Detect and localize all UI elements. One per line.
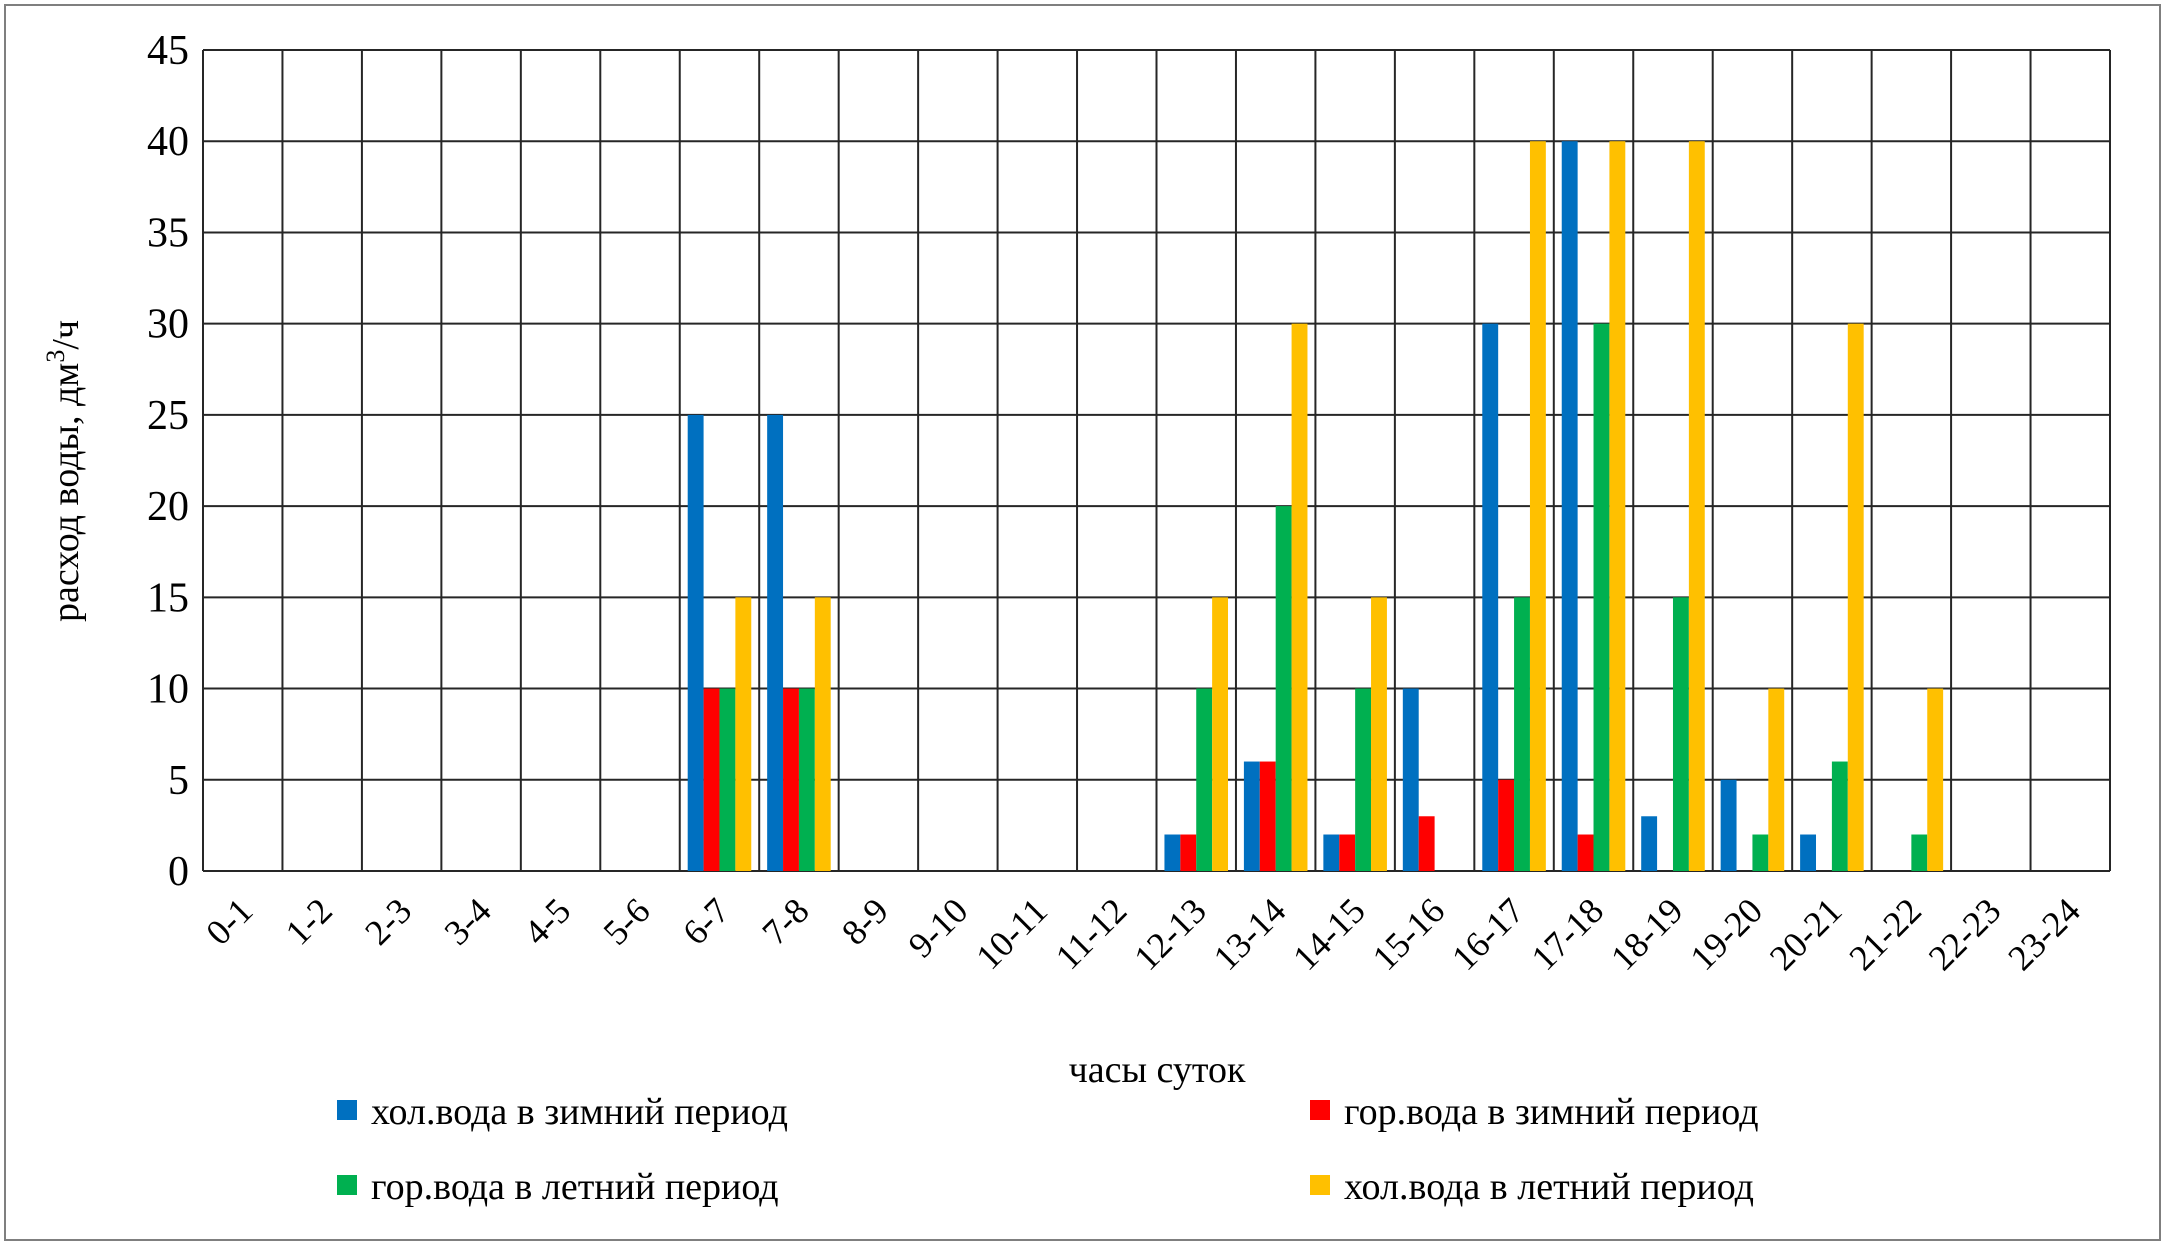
bar-s0-15-16 (1402, 688, 1419, 871)
bar-s1-7-8 (783, 688, 799, 871)
x-tick-label: 11-12 (1048, 890, 1135, 977)
bar-s2-6-7 (719, 688, 736, 871)
grid (202, 49, 2111, 872)
x-tick-label: 1-2 (278, 890, 340, 952)
legend: хол.вода в зимний период гор.вода в зимни… (337, 1091, 1759, 1208)
bar-s2-17-18 (1593, 323, 1610, 872)
bar-s3-12-13 (1212, 597, 1229, 871)
legend-label: гор.вода в зимний период (1344, 1091, 1759, 1133)
y-tick-label: 35 (147, 210, 189, 256)
x-tick-label: 14-15 (1285, 890, 1373, 978)
bar-s1-6-7 (703, 688, 720, 871)
bar-s2-7-8 (798, 688, 815, 871)
bar-s1-15-16 (1418, 816, 1435, 871)
y-tick-label: 5 (168, 758, 189, 804)
x-tick-labels: 0-1 1-2 2-3 3-4 4-5 5-6 6-7 7-8 8-9 9-1010-1111-1… (198, 890, 2088, 978)
x-tick-label: 21-22 (1841, 890, 1929, 978)
x-tick-label: 16-17 (1444, 890, 1532, 978)
bar-s3-14-15 (1371, 597, 1387, 871)
bar-s0-13-14 (1243, 761, 1260, 871)
legend-label: хол.вода в зимний период (371, 1091, 788, 1133)
bars (687, 141, 1944, 872)
x-tick-label: 19-20 (1682, 890, 1770, 978)
x-tick-label: 17-18 (1523, 890, 1611, 978)
bar-s3-13-14 (1291, 323, 1308, 872)
y-tick-label: 25 (147, 393, 189, 439)
bar-s1-17-18 (1577, 834, 1594, 871)
x-tick-label: 4-5 (516, 890, 578, 952)
bar-s0-20-21 (1800, 834, 1817, 871)
bar-s1-14-15 (1339, 834, 1356, 871)
bar-s0-14-15 (1323, 834, 1340, 871)
bar-s0-16-17 (1482, 323, 1499, 872)
bar-s0-7-8 (767, 414, 784, 871)
y-tick-label: 45 (147, 28, 189, 74)
x-tick-label: 20-21 (1762, 890, 1850, 978)
bar-s3-7-8 (814, 597, 831, 871)
bar-s3-21-22 (1927, 688, 1944, 871)
x-tick-label: 9-10 (901, 890, 976, 965)
bar-s0-17-18 (1561, 141, 1578, 871)
y-tick-label: 30 (147, 302, 189, 348)
bar-s2-13-14 (1275, 506, 1292, 871)
y-tick-label: 10 (147, 667, 189, 713)
bar-s2-16-17 (1514, 597, 1530, 871)
bar-s1-12-13 (1180, 834, 1197, 871)
x-tick-label: 2-3 (357, 890, 419, 952)
x-tick-label: 13-14 (1206, 890, 1294, 978)
x-tick-label: 8-9 (834, 890, 896, 952)
bar-s3-18-19 (1688, 141, 1705, 871)
y-axis-title-main: расход воды, дм (45, 363, 87, 622)
bar-s2-19-20 (1752, 834, 1769, 871)
y-tick-labels: 0 5 10 15 20 25 30 35 40 45 (147, 28, 189, 895)
chart-frame (4, 4, 2161, 1241)
legend-label: хол.вода в летний период (1344, 1166, 1754, 1208)
bar-s2-14-15 (1355, 688, 1372, 871)
x-tick-label: 12-13 (1126, 890, 1214, 978)
bar-s2-12-13 (1196, 688, 1213, 871)
y-tick-label: 20 (147, 484, 189, 530)
bar-s0-18-19 (1641, 816, 1658, 871)
y-tick-label: 40 (147, 119, 189, 165)
x-tick-label: 10-11 (968, 890, 1055, 977)
x-tick-label: 7-8 (754, 890, 816, 952)
x-tick-label: 3-4 (437, 890, 499, 952)
bar-s3-16-17 (1529, 141, 1546, 871)
y-tick-label: 0 (168, 849, 189, 895)
bar-s3-6-7 (735, 597, 752, 871)
legend-label: гор.вода в летний период (371, 1166, 779, 1208)
legend-swatch (1310, 1175, 1330, 1195)
legend-swatch (1310, 1100, 1330, 1120)
bar-s3-20-21 (1847, 323, 1864, 872)
bar-s2-20-21 (1831, 761, 1848, 871)
y-axis-title-sup: 3 (41, 350, 70, 363)
bar-s1-13-14 (1259, 761, 1276, 871)
y-tick-label: 15 (147, 575, 189, 621)
x-tick-label: 6-7 (675, 890, 737, 952)
legend-swatch (337, 1100, 357, 1120)
x-tick-label: 22-23 (1921, 890, 2009, 978)
bar-s3-17-18 (1609, 141, 1626, 871)
x-tick-label: 18-19 (1603, 890, 1691, 978)
bar-s0-12-13 (1164, 834, 1181, 871)
x-tick-label: 23-24 (2000, 890, 2088, 978)
bar-s0-19-20 (1720, 779, 1737, 871)
x-tick-label: 5-6 (595, 890, 657, 952)
legend-swatch (337, 1175, 357, 1195)
bar-s1-16-17 (1498, 779, 1515, 871)
x-tick-label: 0-1 (198, 890, 260, 952)
y-axis-title-tail: /ч (45, 320, 87, 350)
y-axis-title: расход воды, дм3/ч (41, 320, 87, 622)
bar-s2-21-22 (1911, 834, 1928, 871)
bar-s0-6-7 (687, 414, 704, 871)
bar-s3-19-20 (1768, 688, 1785, 871)
bar-s2-18-19 (1672, 597, 1689, 871)
x-axis-title: часы суток (1069, 1049, 1246, 1091)
x-tick-label: 15-16 (1365, 890, 1453, 978)
